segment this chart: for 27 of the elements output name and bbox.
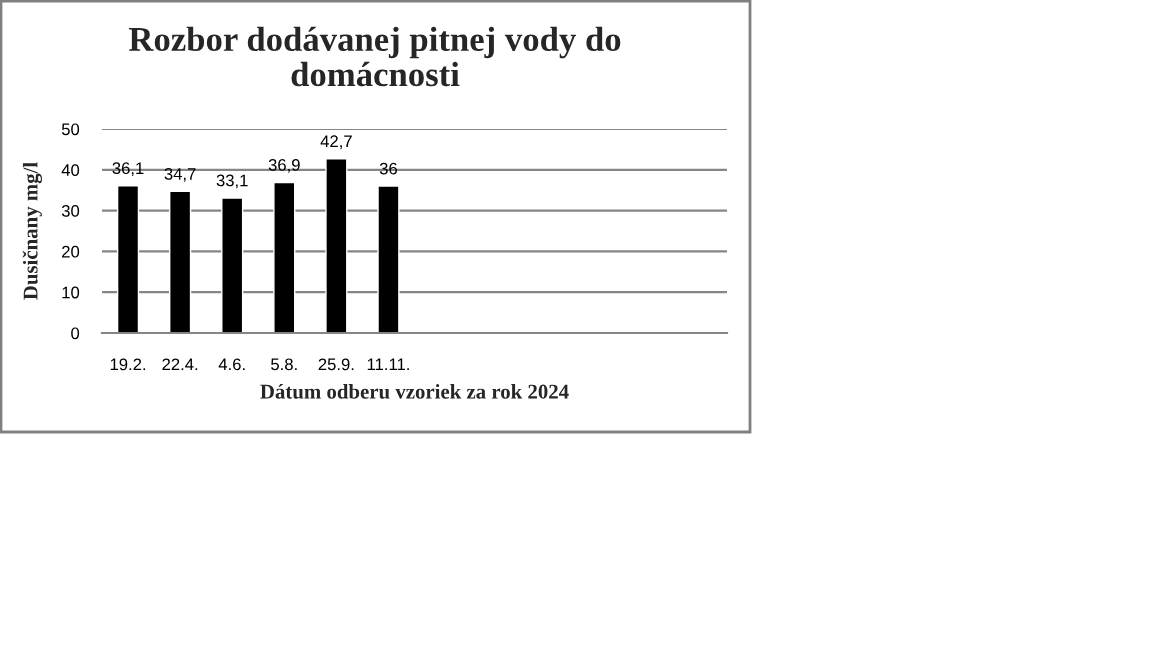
bar bbox=[325, 158, 348, 333]
x-tick-label: 22.4. bbox=[162, 358, 198, 371]
x-tick-label: 11.11. bbox=[367, 358, 409, 371]
data-label: 42,7 bbox=[320, 135, 352, 150]
x-tick-label: 25.9. bbox=[318, 358, 354, 371]
bar bbox=[377, 185, 400, 333]
y-tick-label: 10 bbox=[62, 286, 80, 299]
x-tick-label: 4.6. bbox=[218, 358, 245, 371]
y-axis-title: Dusičnany mg/l bbox=[22, 162, 42, 300]
y-tick-label: 40 bbox=[61, 164, 80, 176]
x-tick-label: 5.8. bbox=[271, 358, 297, 371]
data-label: 34,7 bbox=[164, 167, 196, 182]
bar bbox=[116, 185, 140, 333]
bar bbox=[169, 190, 192, 333]
x-axis-title: Dátum odberu vzoriek za rok 2024 bbox=[260, 383, 569, 399]
bar bbox=[273, 181, 296, 333]
data-label: 36,1 bbox=[112, 162, 144, 177]
y-tick-label: 0 bbox=[71, 327, 80, 340]
chart-title: Rozbor dodávanej pitnej vody do domácnosti bbox=[128, 26, 621, 87]
y-tick-label: 30 bbox=[61, 205, 80, 217]
y-tick-label: 20 bbox=[62, 245, 80, 258]
y-tick-label: 50 bbox=[61, 123, 80, 136]
x-tick-label: 19.2. bbox=[110, 358, 146, 371]
data-label: 33,1 bbox=[216, 174, 248, 189]
data-label: 36 bbox=[379, 162, 397, 175]
bar bbox=[221, 197, 244, 333]
data-label: 36,9 bbox=[268, 159, 300, 173]
